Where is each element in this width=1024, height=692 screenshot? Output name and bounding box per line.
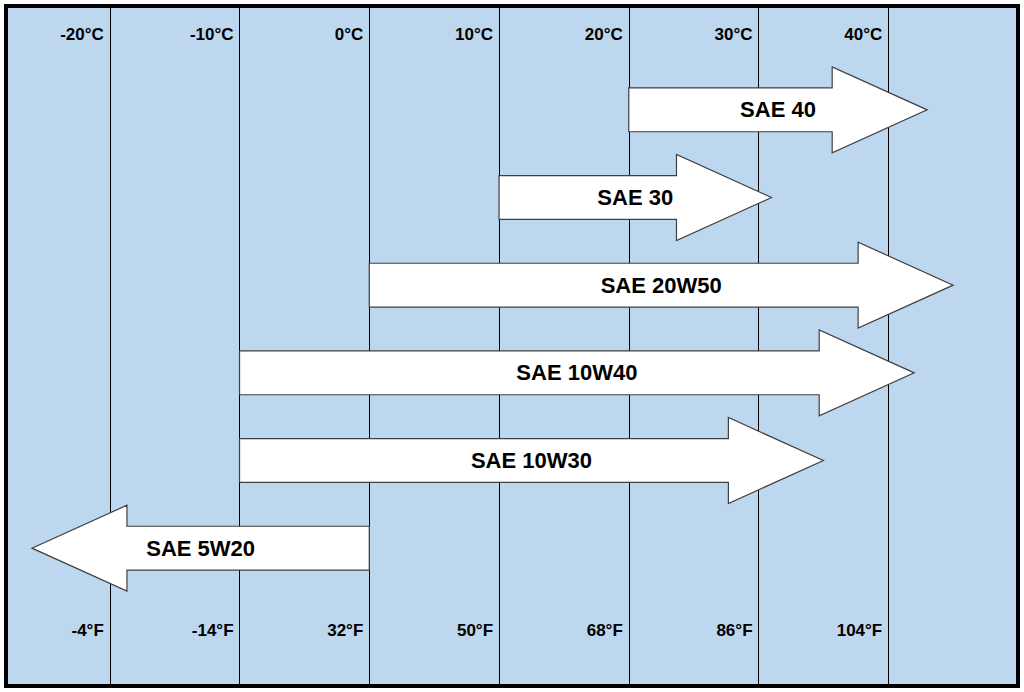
svg-text:-10°C: -10°C xyxy=(190,25,234,44)
svg-text:30°C: 30°C xyxy=(715,25,753,44)
svg-text:104°F: 104°F xyxy=(837,621,883,640)
svg-text:SAE 40: SAE 40 xyxy=(740,97,816,122)
svg-text:-4°F: -4°F xyxy=(71,621,103,640)
svg-text:-20°C: -20°C xyxy=(60,25,104,44)
svg-text:20°C: 20°C xyxy=(585,25,623,44)
svg-text:50°F: 50°F xyxy=(457,621,493,640)
svg-text:86°F: 86°F xyxy=(716,621,752,640)
svg-text:SAE 20W50: SAE 20W50 xyxy=(601,273,722,298)
svg-text:SAE 10W30: SAE 10W30 xyxy=(471,448,592,473)
svg-text:0°C: 0°C xyxy=(335,25,364,44)
svg-text:-14°F: -14°F xyxy=(192,621,234,640)
svg-text:SAE 5W20: SAE 5W20 xyxy=(146,536,255,561)
svg-text:40°C: 40°C xyxy=(844,25,882,44)
svg-text:68°F: 68°F xyxy=(587,621,623,640)
svg-text:32°F: 32°F xyxy=(327,621,363,640)
svg-text:SAE 30: SAE 30 xyxy=(597,185,673,210)
svg-text:10°C: 10°C xyxy=(455,25,493,44)
svg-text:SAE 10W40: SAE 10W40 xyxy=(516,360,637,385)
